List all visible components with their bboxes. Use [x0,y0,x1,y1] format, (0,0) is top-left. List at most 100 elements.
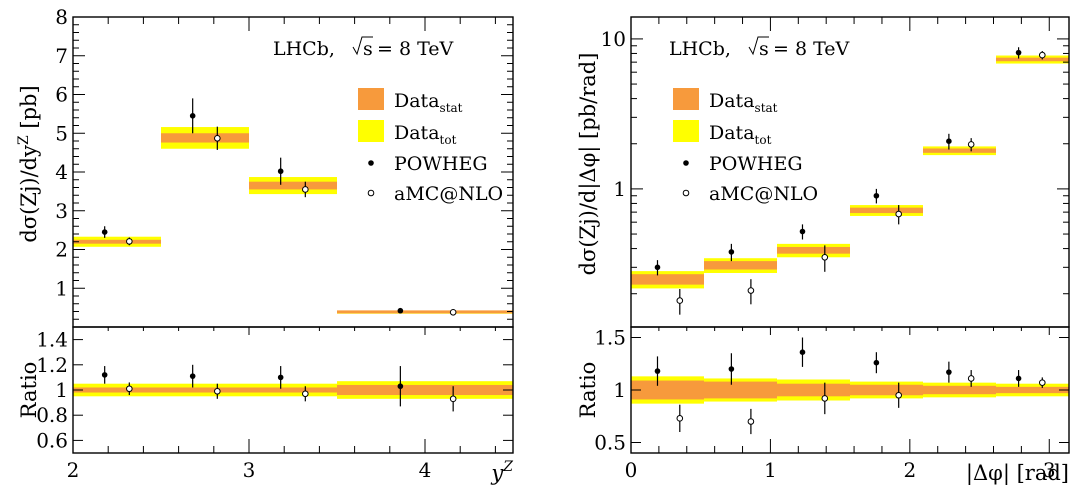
data-stat-band [777,246,850,254]
ratio-powheg-point [397,383,404,390]
ratio-axis-title: Ratio [17,362,41,419]
y-tick-label: 8 [55,5,68,29]
legend-powheg-marker [683,160,689,166]
data-stat-band [704,261,777,270]
ratio-tick-label: 0.6 [36,428,68,452]
x-axis-title: |Δφ| [rad] [966,461,1069,485]
legend-label-subscript: stat [755,101,778,115]
ratio-amcnlo-point [126,385,133,393]
ratio-powheg-point [189,373,196,379]
legend-energy-value: = 8 TeV [377,38,454,60]
x-axis-title-sup: Z [502,459,513,475]
ratio-powheg-point [873,359,880,366]
legend-tot-swatch [673,120,699,142]
legend-label: POWHEG [709,153,803,175]
x-tick-label: 2 [903,458,916,482]
amcnlo-point [126,238,133,245]
ratio-amcnlo-point [449,395,457,403]
ratio-stat-band [249,387,337,393]
ratio-powheg-point [1015,375,1022,382]
ratio-axis-title: Ratio [576,362,600,419]
ratio-tick-label: 1 [55,378,68,402]
powheg-point [1015,49,1022,56]
left-axis-labels: 2 3 4 dσ(Zj)/dyZ [pb] Ratio yZ [16,85,513,485]
sqrt-symbol [352,36,373,56]
y-axis-title-sup: Z [16,135,32,145]
amcnlo-point [676,297,684,304]
amcnlo-point [302,186,309,193]
data-stat-band [996,57,1069,62]
ratio-stat-band [704,381,777,399]
y-axis-title-unit: [pb] [17,85,41,135]
legend-label-subscript: stat [440,101,463,115]
data-stat-band [249,181,337,190]
powheg-point [189,113,196,119]
powheg-point [873,192,880,199]
ratio-stat-band [777,383,850,397]
x-tick-label: 2 [67,458,80,482]
x-tick-label: 1 [764,458,777,482]
y-axis-title: dσ(Zj)/dyZ [pb] [16,85,41,242]
amcnlo-point [895,210,902,218]
right-ratio-plot: 0.5 1 1.5 [594,326,1070,455]
ratio-tick-label: 1.4 [36,328,68,352]
powheg-point [799,228,806,235]
right-legend: LHCb, s = 8 TeV Datastat Datatot POWHEG aMC@NL… [669,36,850,205]
y-tick-label: 1 [613,177,626,201]
amcnlo-point [449,308,457,316]
data-stat-band [161,133,249,143]
y-tick-label: 6 [55,83,68,107]
legend-experiment: LHCb, [273,38,335,60]
y-tick-label: 4 [55,160,68,184]
legend-label: POWHEG [394,153,488,175]
right-main-plot: 1 10 [601,16,1070,328]
ratio-stat-band [850,384,923,396]
ratio-tick-label: 0.8 [36,403,68,427]
ratio-stat-band [631,380,704,400]
left-main-plot: 1 2 3 4 5 6 7 8 [55,5,514,328]
ratio-amcnlo-point [1038,379,1046,386]
ratio-stat-band [996,386,1069,394]
ratio-tick-label: 0.5 [594,431,626,455]
legend-label: aMC@NLO [394,183,503,205]
ratio-tick-label: 1.2 [36,353,68,377]
amcnlo-point [214,134,221,142]
powheg-point [397,307,404,314]
y-tick-label: 3 [55,199,68,223]
ratio-tick-label: 1.5 [594,326,626,350]
x-tick-label: 3 [243,458,256,482]
ratio-amcnlo-point [821,395,829,402]
data-stat-band [923,148,996,153]
ratio-stat-band [923,385,996,395]
x-tick-label: 4 [419,458,432,482]
y-tick-label: 5 [55,121,68,145]
powheg-point [654,264,661,271]
ratio-amcnlo-point [747,418,755,425]
legend-label: Datastat [394,90,463,115]
legend-label: aMC@NLO [709,183,818,205]
powheg-point [277,168,284,175]
data-stat-band [73,239,161,244]
ratio-powheg-point [654,368,661,374]
right-chart-panel: 110 0.511.5 LHCb, s = 8 TeVDatastatDatatot… [576,16,1070,485]
y-axis-title: dσ(Zj)/d|Δφ| [pb/rad] [576,53,601,276]
left-legend: LHCb, s = 8 TeV Datastat Datatot POWHEG aMC@NL… [273,36,503,205]
ratio-amcnlo-point [214,387,221,395]
legend-label-subscript: tot [755,133,772,147]
amcnlo-point [821,253,829,261]
sqrt-symbol [748,36,769,56]
y-tick-label: 7 [55,44,68,68]
x-axis-title: yZ [490,459,513,485]
legend-amcnlo-marker [682,189,690,197]
amcnlo-point [1038,51,1046,59]
y-tick-label: 1 [55,276,68,300]
data-stat-band [337,310,513,314]
ratio-powheg-point [728,366,735,372]
data-stat-band [631,274,704,285]
legend-amcnlo-marker [367,189,375,197]
ratio-stat-band [337,384,513,396]
y-tick-label: 2 [55,238,68,262]
legend-stat-swatch [358,88,384,110]
